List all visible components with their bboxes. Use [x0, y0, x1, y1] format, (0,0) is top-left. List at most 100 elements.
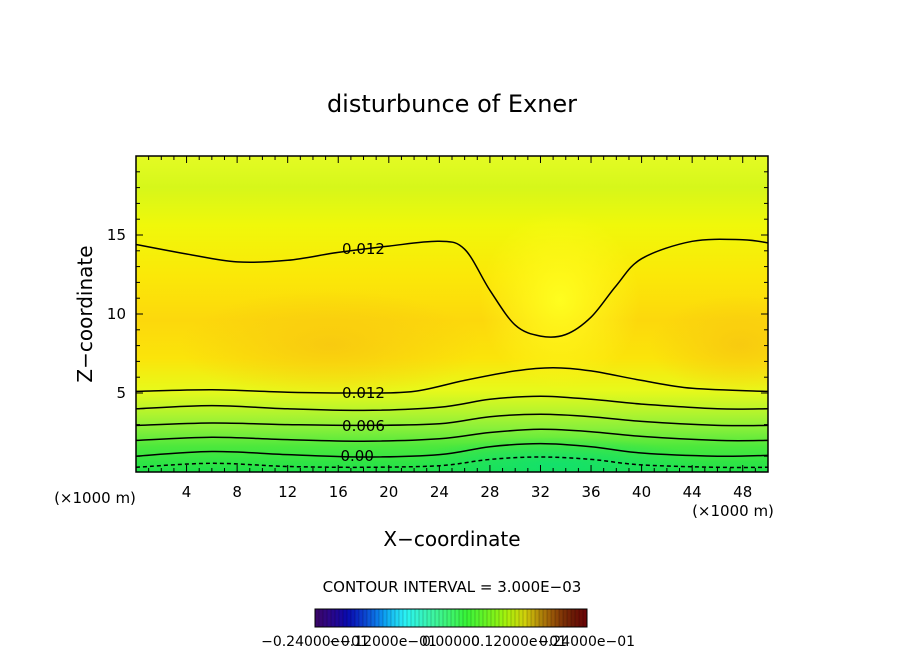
colorbar-swatch: [515, 609, 520, 627]
colorbar-swatch: [315, 609, 320, 627]
colorbar-swatch: [323, 609, 328, 627]
contour-labels: 0.012 0.012 0.006 0.00: [340, 240, 385, 465]
colorbar-swatch: [435, 609, 440, 627]
colorbar-label: 0.00000: [422, 634, 480, 650]
colorbar-swatch: [463, 609, 468, 627]
colorbar-swatch: [495, 609, 500, 627]
colorbar-swatch: [583, 609, 588, 627]
colorbar-swatch: [483, 609, 488, 627]
colorbar-swatch: [371, 609, 376, 627]
colorbar-swatch: [423, 609, 428, 627]
colorbar-swatch: [391, 609, 396, 627]
colorbar-swatch: [527, 609, 532, 627]
colorbar-labels: −0.24000e−01−0.12000e−010.000000.12000e−…: [261, 634, 635, 650]
contour-label: 0.006: [342, 417, 385, 435]
x-tick-label: 48: [733, 483, 752, 501]
colorbar-swatch: [523, 609, 528, 627]
colorbar-label: −0.24000e−01: [261, 634, 369, 650]
y-axis-label: Z−coordinate: [73, 245, 97, 382]
contour-line-5: [136, 442, 768, 458]
x-tick-label: 4: [182, 483, 192, 501]
colorbar-swatch: [459, 609, 464, 627]
colorbar-frame: [314, 608, 588, 628]
colorbar-swatch: [431, 609, 436, 627]
colorbar-swatch: [355, 609, 360, 627]
x-tick-label: 16: [329, 483, 348, 501]
colorbar-swatch: [331, 609, 336, 627]
contour-line-2: [136, 395, 768, 412]
colorbar-swatch: [359, 609, 364, 627]
colorbar-swatch: [567, 609, 572, 627]
y-tick-label: 5: [116, 384, 126, 402]
colorbar-swatch: [403, 609, 408, 627]
x-axis-label: X−coordinate: [383, 527, 520, 551]
y-tick-label: 15: [107, 226, 126, 244]
colorbar-swatch: [339, 609, 344, 627]
colorbar-swatch: [327, 609, 332, 627]
x-tick-label: 40: [632, 483, 651, 501]
colorbar-swatch: [387, 609, 392, 627]
x-tick-label: 36: [581, 483, 600, 501]
colorbar-swatch: [467, 609, 472, 627]
colorbar-swatch: [383, 609, 388, 627]
contour-label: 0.00: [340, 447, 373, 465]
x-tick-label: 32: [531, 483, 550, 501]
colorbar-swatch: [575, 609, 580, 627]
colorbar-swatch: [535, 609, 540, 627]
colorbar-swatch: [335, 609, 340, 627]
colorbar-swatch: [479, 609, 484, 627]
colorbar-swatch: [411, 609, 416, 627]
x-tick-label: 8: [232, 483, 242, 501]
colorbar-swatch: [395, 609, 400, 627]
colorbar-swatch: [451, 609, 456, 627]
colorbar-label: 0.24000e−01: [539, 634, 635, 650]
colorbar-swatch: [419, 609, 424, 627]
x-unit-right: (×1000 m): [692, 502, 774, 520]
colorbar-swatch: [379, 609, 384, 627]
colorbar-swatch: [543, 609, 548, 627]
colorbar-label: −0.12000e−01: [329, 634, 437, 650]
colorbar-swatch: [563, 609, 568, 627]
colorbar-swatch: [555, 609, 560, 627]
colorbar-swatch: [539, 609, 544, 627]
colorbar-swatch: [507, 609, 512, 627]
contour-line-4: [136, 428, 768, 442]
colorbar-swatch: [447, 609, 452, 627]
colorbar-swatch: [455, 609, 460, 627]
colorbar-swatch: [319, 609, 324, 627]
contour-line-6: [136, 456, 768, 469]
contour-line-1: [136, 366, 768, 394]
colorbar-label: 0.12000e−01: [471, 634, 567, 650]
x-tick-label: 12: [278, 483, 297, 501]
contour-label: 0.012: [342, 240, 385, 258]
colorbar-swatch: [559, 609, 564, 627]
colorbar-swatch: [363, 609, 368, 627]
x-tick-label: 44: [683, 483, 702, 501]
colorbar-swatch: [547, 609, 552, 627]
colorbar-swatch: [351, 609, 356, 627]
colorbar-swatch: [347, 609, 352, 627]
colorbar-swatch: [519, 609, 524, 627]
x-tick-label: 20: [379, 483, 398, 501]
colorbar-swatch: [399, 609, 404, 627]
colorbar-swatch: [415, 609, 420, 627]
x-unit-left: (×1000 m): [54, 489, 136, 507]
contour-field: [136, 156, 768, 472]
colorbar-swatch: [491, 609, 496, 627]
colorbar-swatch: [475, 609, 480, 627]
colorbar-swatch: [579, 609, 584, 627]
colorbar-swatch: [443, 609, 448, 627]
x-tick-label: 24: [430, 483, 449, 501]
colorbar-swatch: [511, 609, 516, 627]
colorbar-swatch: [531, 609, 536, 627]
colorbar-swatch: [499, 609, 504, 627]
chart-title: disturbunce of Exner: [327, 90, 577, 118]
y-tick-label: 10: [107, 305, 126, 323]
colorbar: [314, 609, 588, 627]
colorbar-swatch: [487, 609, 492, 627]
colorbar-swatch: [551, 609, 556, 627]
contour-lines: [136, 238, 768, 469]
contour-interval-text: CONTOUR INTERVAL = 3.000E−03: [323, 578, 582, 596]
